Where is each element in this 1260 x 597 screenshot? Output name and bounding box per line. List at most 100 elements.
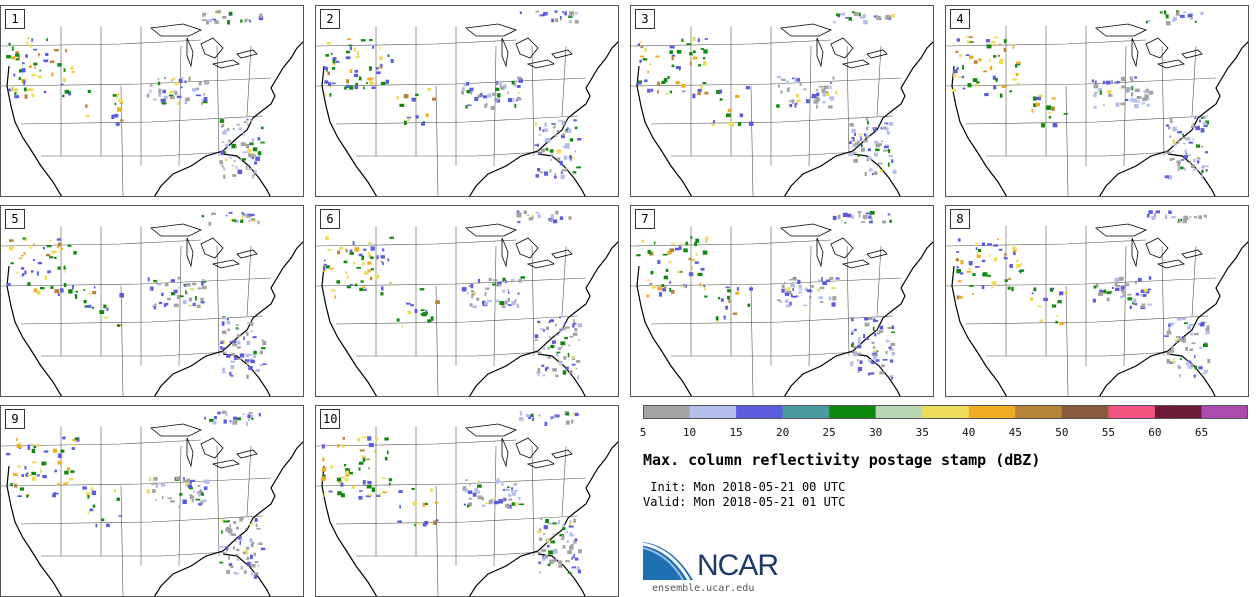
radar-echo <box>507 486 510 488</box>
radar-echo <box>258 16 264 21</box>
radar-echo <box>865 116 868 121</box>
radar-echo <box>246 546 250 550</box>
colorbar-tick-label: 45 <box>1008 426 1022 439</box>
radar-echo <box>851 332 854 335</box>
radar-echo <box>1116 80 1120 84</box>
radar-echo <box>51 72 54 77</box>
radar-echo <box>226 569 230 575</box>
radar-echo <box>851 330 855 333</box>
radar-echo <box>254 518 258 522</box>
radar-echo <box>346 285 351 289</box>
state-border <box>216 445 220 557</box>
radar-echo <box>555 323 557 327</box>
radar-echo <box>37 261 43 265</box>
radar-echo <box>1015 64 1018 68</box>
radar-echo <box>868 169 871 172</box>
radar-echo <box>663 275 669 280</box>
radar-echo <box>563 356 567 360</box>
radar-echo <box>60 83 64 86</box>
radar-echo <box>84 305 89 308</box>
radar-echo <box>548 320 551 324</box>
radar-echo <box>420 313 423 316</box>
radar-echo <box>421 312 427 317</box>
radar-echo <box>745 86 750 90</box>
radar-echo <box>997 54 1000 57</box>
radar-echo <box>229 155 232 159</box>
radar-echo <box>8 88 13 92</box>
state-border <box>531 45 535 157</box>
ncar-logo-icon <box>643 542 693 581</box>
radar-echo <box>44 275 48 280</box>
radar-echo <box>199 501 204 505</box>
radar-echo <box>799 82 802 86</box>
radar-echo <box>502 277 506 282</box>
radar-echo <box>547 347 550 350</box>
radar-echo <box>693 50 696 54</box>
radar-echo <box>246 561 251 567</box>
great-lake <box>501 437 509 468</box>
radar-echo <box>567 344 571 347</box>
radar-echo <box>537 373 540 377</box>
radar-echo <box>556 352 559 357</box>
radar-echo <box>550 540 556 544</box>
radar-echo <box>1135 292 1139 296</box>
radar-echo <box>57 293 60 296</box>
radar-echo <box>1206 325 1210 330</box>
radar-echo <box>1134 280 1137 285</box>
radar-echo <box>953 69 958 74</box>
radar-echo <box>36 271 39 276</box>
radar-echo <box>220 341 224 344</box>
radar-echo <box>851 318 854 322</box>
radar-echo <box>871 361 877 365</box>
radar-echo <box>67 244 72 247</box>
radar-echo <box>871 217 873 221</box>
state-border <box>1 39 202 47</box>
radar-echo <box>867 125 869 129</box>
radar-echo <box>992 75 996 80</box>
radar-echo <box>576 360 581 363</box>
radar-echo <box>859 360 863 364</box>
radar-echo <box>566 146 570 150</box>
radar-echo <box>370 246 375 251</box>
radar-echo <box>345 248 348 253</box>
radar-echo <box>225 526 229 532</box>
radar-echo <box>513 489 519 492</box>
radar-echo <box>955 258 959 262</box>
radar-echo <box>574 540 577 543</box>
radar-echo <box>411 488 415 490</box>
state-border <box>1191 245 1197 317</box>
radar-echo <box>197 287 202 290</box>
radar-echo <box>1191 125 1196 129</box>
radar-echo <box>568 16 573 18</box>
radar-echo <box>549 218 552 223</box>
valid-time: Valid: Mon 2018-05-21 01 UTC <box>643 495 846 509</box>
radar-echo <box>36 443 41 447</box>
panel-number: 7 <box>635 209 655 229</box>
radar-echo <box>685 241 689 246</box>
radar-echo <box>573 322 577 325</box>
radar-echo <box>828 296 832 301</box>
radar-echo <box>957 280 962 283</box>
radar-echo <box>195 498 201 501</box>
radar-echo <box>462 486 467 491</box>
state-border <box>356 351 543 357</box>
radar-echo <box>574 19 579 24</box>
radar-echo <box>178 78 183 84</box>
radar-echo <box>837 214 841 220</box>
radar-echo <box>507 298 511 302</box>
radar-echo <box>1120 289 1124 292</box>
radar-echo <box>239 353 245 358</box>
radar-echo <box>233 521 237 525</box>
radar-echo <box>891 159 894 164</box>
radar-echo <box>226 354 231 358</box>
radar-echo <box>637 80 642 83</box>
radar-echo <box>690 266 693 270</box>
state-border <box>1 477 272 487</box>
radar-echo <box>231 533 236 537</box>
radar-echo <box>331 53 333 55</box>
radar-echo <box>969 55 974 59</box>
great-lake <box>1131 237 1139 268</box>
radar-echo <box>499 301 504 306</box>
figure-title: Max. column reflectivity postage stamp (… <box>643 451 1041 469</box>
radar-echo <box>358 495 363 500</box>
